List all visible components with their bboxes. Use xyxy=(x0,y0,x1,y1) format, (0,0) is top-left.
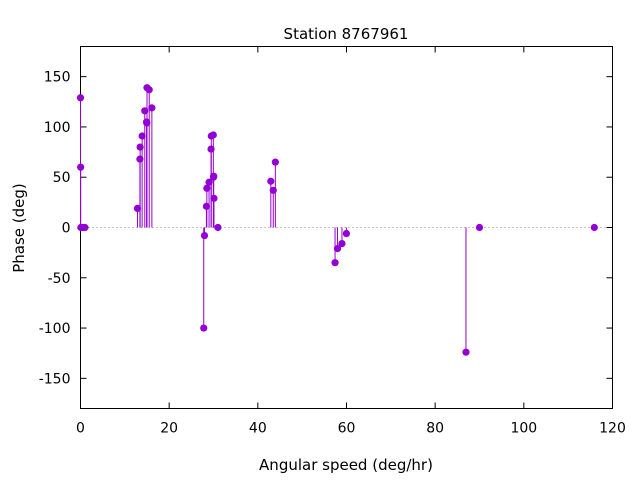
data-point xyxy=(210,194,218,202)
data-point xyxy=(462,348,470,356)
data-point xyxy=(133,204,142,212)
data-point xyxy=(203,184,211,192)
data-point xyxy=(267,177,275,185)
data-point xyxy=(141,107,149,115)
x-tick-label: 0 xyxy=(76,421,85,437)
data-point xyxy=(200,231,209,240)
data-point xyxy=(136,143,144,151)
y-axis: -150 -100 -50 0 50 100 150 xyxy=(39,70,613,387)
data-point xyxy=(209,131,217,139)
data-point xyxy=(269,186,277,194)
data-point xyxy=(143,119,151,127)
data-point xyxy=(77,163,85,171)
data-point xyxy=(214,223,222,232)
data-point xyxy=(138,132,146,140)
y-tick-label: 150 xyxy=(44,70,71,86)
data-point xyxy=(338,239,346,248)
chart-title: Station 8767961 xyxy=(284,25,409,43)
data-point xyxy=(136,155,144,163)
data-point xyxy=(81,223,89,232)
y-tick-label: 50 xyxy=(53,170,71,186)
y-tick-label: 100 xyxy=(44,120,71,136)
data-point xyxy=(331,259,339,267)
data-point xyxy=(342,229,351,238)
y-tick-label: -50 xyxy=(48,271,71,287)
y-tick-label: -100 xyxy=(39,321,71,337)
x-tick-label: 60 xyxy=(338,421,356,437)
x-axis: 0 20 40 60 80 100 120 xyxy=(76,46,626,437)
data-series xyxy=(76,84,598,356)
data-point xyxy=(590,223,598,232)
data-point xyxy=(271,158,279,166)
x-axis-label: Angular speed (deg/hr) xyxy=(259,456,433,474)
x-tick-label: 20 xyxy=(160,421,178,437)
data-point xyxy=(205,178,213,186)
data-point xyxy=(333,245,342,253)
data-point xyxy=(145,86,153,94)
y-tick-label: 0 xyxy=(62,221,71,237)
y-axis-label: Phase (deg) xyxy=(10,183,28,273)
x-tick-label: 120 xyxy=(599,421,626,437)
data-point xyxy=(200,324,208,332)
x-tick-label: 80 xyxy=(426,421,444,437)
data-point xyxy=(202,202,211,210)
x-tick-label: 100 xyxy=(510,421,537,437)
x-tick-label: 40 xyxy=(249,421,267,437)
y-tick-label: -150 xyxy=(39,371,71,387)
data-point xyxy=(76,94,85,102)
data-point xyxy=(210,172,218,180)
data-point xyxy=(475,223,484,232)
data-point xyxy=(148,104,156,112)
data-point xyxy=(207,145,215,153)
